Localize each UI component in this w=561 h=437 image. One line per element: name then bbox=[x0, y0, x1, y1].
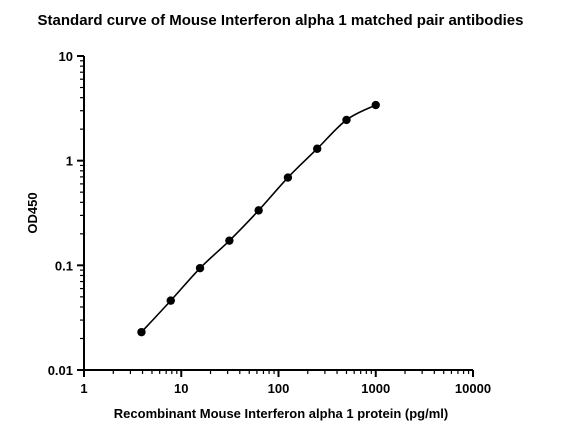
data-points bbox=[137, 100, 380, 337]
x-tick-label: 100 bbox=[268, 381, 290, 396]
data-point bbox=[254, 206, 263, 215]
y-tick-label: 10 bbox=[59, 49, 73, 64]
x-axis-label: Recombinant Mouse Interferon alpha 1 pro… bbox=[114, 406, 448, 421]
axes bbox=[77, 55, 474, 377]
data-point bbox=[342, 115, 351, 125]
y-tick-label: 1 bbox=[66, 154, 73, 169]
x-tick-label: 10000 bbox=[455, 381, 491, 396]
data-point bbox=[312, 144, 322, 153]
fit-curve-group bbox=[140, 104, 377, 333]
y-tick-label: 0.1 bbox=[55, 258, 73, 273]
x-tick-label: 1 bbox=[80, 381, 87, 396]
data-point bbox=[225, 236, 234, 245]
data-point bbox=[283, 173, 293, 182]
y-axis-label: OD450 bbox=[25, 192, 40, 233]
x-tick-label: 1000 bbox=[361, 381, 390, 396]
data-point bbox=[195, 263, 205, 273]
tick-labels: 1 10 100 1000 10000 0.01 0.1 1 10 bbox=[48, 49, 491, 396]
data-point bbox=[137, 327, 146, 337]
fit-curve bbox=[140, 104, 377, 333]
y-tick-label: 0.01 bbox=[48, 363, 73, 378]
data-point bbox=[166, 296, 175, 305]
x-tick-label: 10 bbox=[174, 381, 188, 396]
data-point bbox=[371, 100, 380, 110]
chart-title: Standard curve of Mouse Interferon alpha… bbox=[37, 12, 524, 29]
